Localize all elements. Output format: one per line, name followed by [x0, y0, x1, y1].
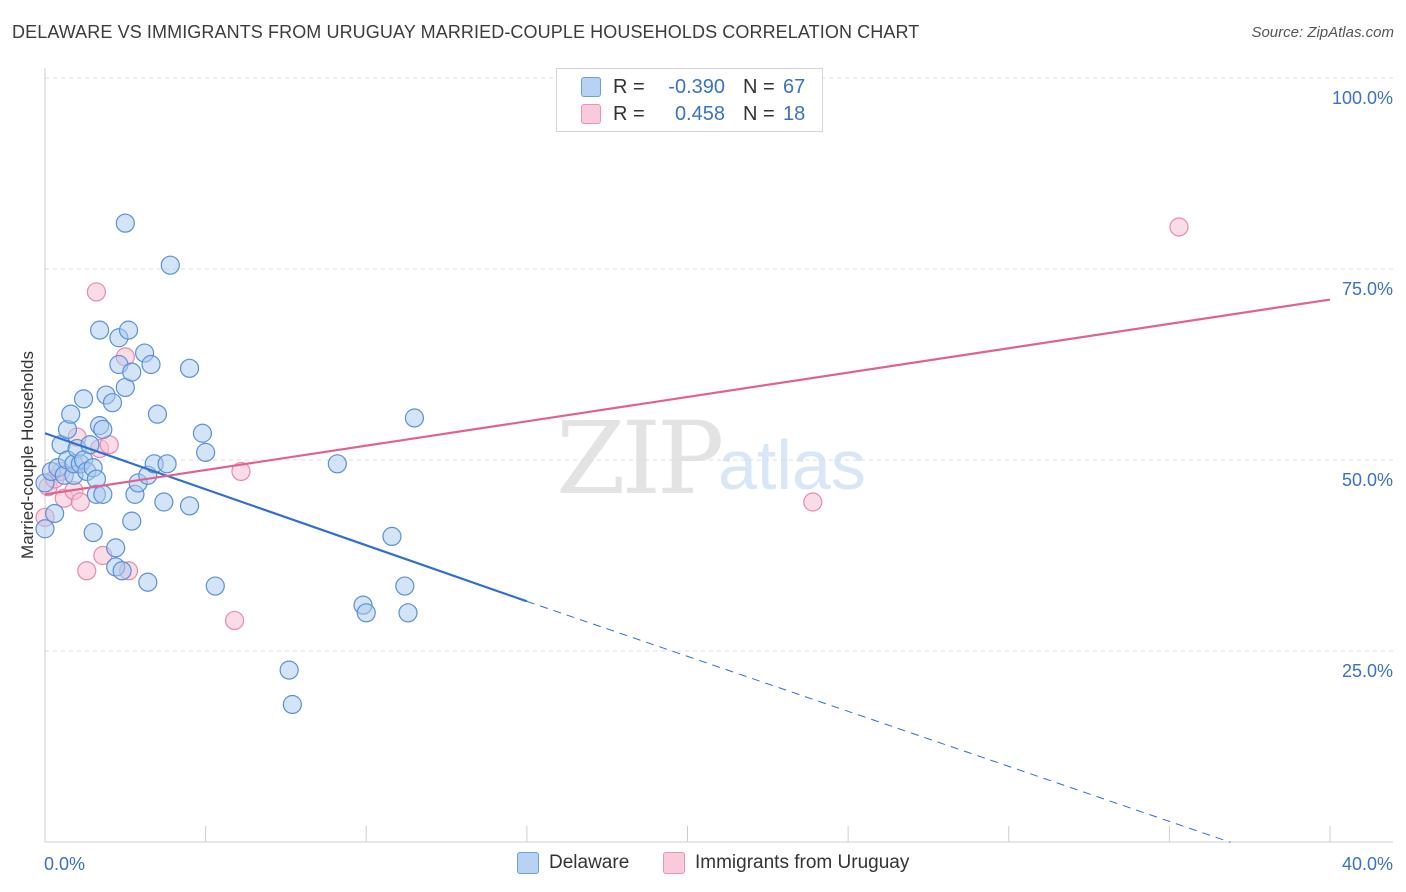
delaware-point [61, 404, 81, 424]
delaware-point [327, 454, 347, 474]
delaware-point [90, 320, 110, 340]
delaware-point [118, 320, 139, 340]
delaware-point [356, 603, 376, 623]
y-tick-label: 50.0% [1342, 470, 1393, 490]
series-legend: Delaware Immigrants from Uruguay [0, 852, 1406, 878]
source-label: Source: ZipAtlas.com [1251, 24, 1394, 41]
n-value: 67 [783, 75, 806, 98]
uruguay-point [77, 561, 97, 581]
delaware-swatch [581, 77, 601, 97]
delaware-point [35, 519, 55, 539]
watermark-zip: ZIP [556, 400, 724, 517]
r-label: R = [613, 102, 645, 125]
delaware-point [147, 404, 168, 424]
r-value: 0.458 [674, 102, 725, 125]
delaware-point [102, 393, 123, 413]
delaware-point [106, 538, 126, 558]
x-tick-label-min: 0.0% [44, 854, 85, 874]
stats-row-delaware: R = -0.390 N = 67 [581, 75, 805, 99]
delaware-point [160, 255, 180, 275]
delaware-swatch [517, 852, 539, 874]
axes [44, 68, 1393, 843]
uruguay-point [231, 461, 251, 482]
delaware-point [196, 442, 216, 462]
r-label: R = [613, 75, 645, 98]
delaware-point [122, 511, 142, 531]
delaware-point [45, 503, 65, 524]
delaware-point [115, 213, 135, 233]
delaware-point [157, 454, 177, 474]
uruguay-trend-line [44, 298, 1331, 496]
trend-lines [44, 298, 1331, 843]
uruguay-point [803, 492, 823, 512]
series-delaware [35, 213, 425, 715]
delaware-point [279, 660, 299, 680]
delaware-point [395, 576, 415, 596]
delaware-point [93, 484, 113, 504]
uruguay-point [1169, 217, 1189, 237]
stats-legend: R = -0.390 N = 67 R = 0.458 N = 18 [556, 68, 823, 132]
delaware-trend-extension [526, 600, 1231, 843]
y-tick-label: 25.0% [1342, 661, 1393, 681]
delaware-point [73, 389, 94, 409]
series-uruguay [35, 217, 1189, 631]
n-label: N = [743, 102, 775, 125]
delaware-point [138, 572, 158, 592]
uruguay-swatch [581, 104, 601, 124]
legend-label-delaware: Delaware [549, 852, 630, 873]
delaware-point [398, 603, 418, 623]
delaware-point [179, 358, 200, 378]
x-tick-label-max: 40.0% [1342, 854, 1393, 874]
delaware-point [179, 496, 200, 516]
watermark-atlas: atlas [718, 426, 866, 504]
delaware-point [205, 576, 225, 596]
delaware-point [192, 423, 213, 443]
legend-item-delaware[interactable]: Delaware [517, 852, 629, 874]
legend-label-uruguay: Immigrants from Uruguay [695, 852, 910, 873]
delaware-trend-line [44, 432, 528, 603]
delaware-point [404, 408, 425, 428]
r-value: -0.390 [668, 75, 725, 98]
delaware-point [112, 561, 132, 581]
delaware-point [83, 522, 103, 543]
chart-title: DELAWARE VS IMMIGRANTS FROM URUGUAY MARR… [12, 22, 920, 42]
y-tick-label: 75.0% [1342, 279, 1393, 299]
uruguay-swatch [663, 852, 685, 874]
gridlines [45, 77, 1393, 652]
delaware-point [93, 419, 113, 440]
delaware-point [154, 492, 174, 512]
delaware-point [122, 362, 142, 382]
uruguay-point [224, 610, 245, 631]
delaware-point [282, 694, 302, 715]
legend-item-uruguay[interactable]: Immigrants from Uruguay [663, 852, 909, 874]
n-label: N = [743, 75, 775, 98]
tick-labels: 25.0% 50.0% 75.0% 100.0% 0.0% 40.0% [44, 88, 1393, 874]
n-value: 18 [783, 102, 806, 125]
y-tick-label: 100.0% [1332, 88, 1393, 108]
delaware-point [382, 526, 402, 547]
stats-row-uruguay: R = 0.458 N = 18 [581, 102, 805, 126]
uruguay-point [86, 282, 107, 302]
uruguay-point [70, 492, 90, 512]
delaware-point [141, 354, 161, 375]
